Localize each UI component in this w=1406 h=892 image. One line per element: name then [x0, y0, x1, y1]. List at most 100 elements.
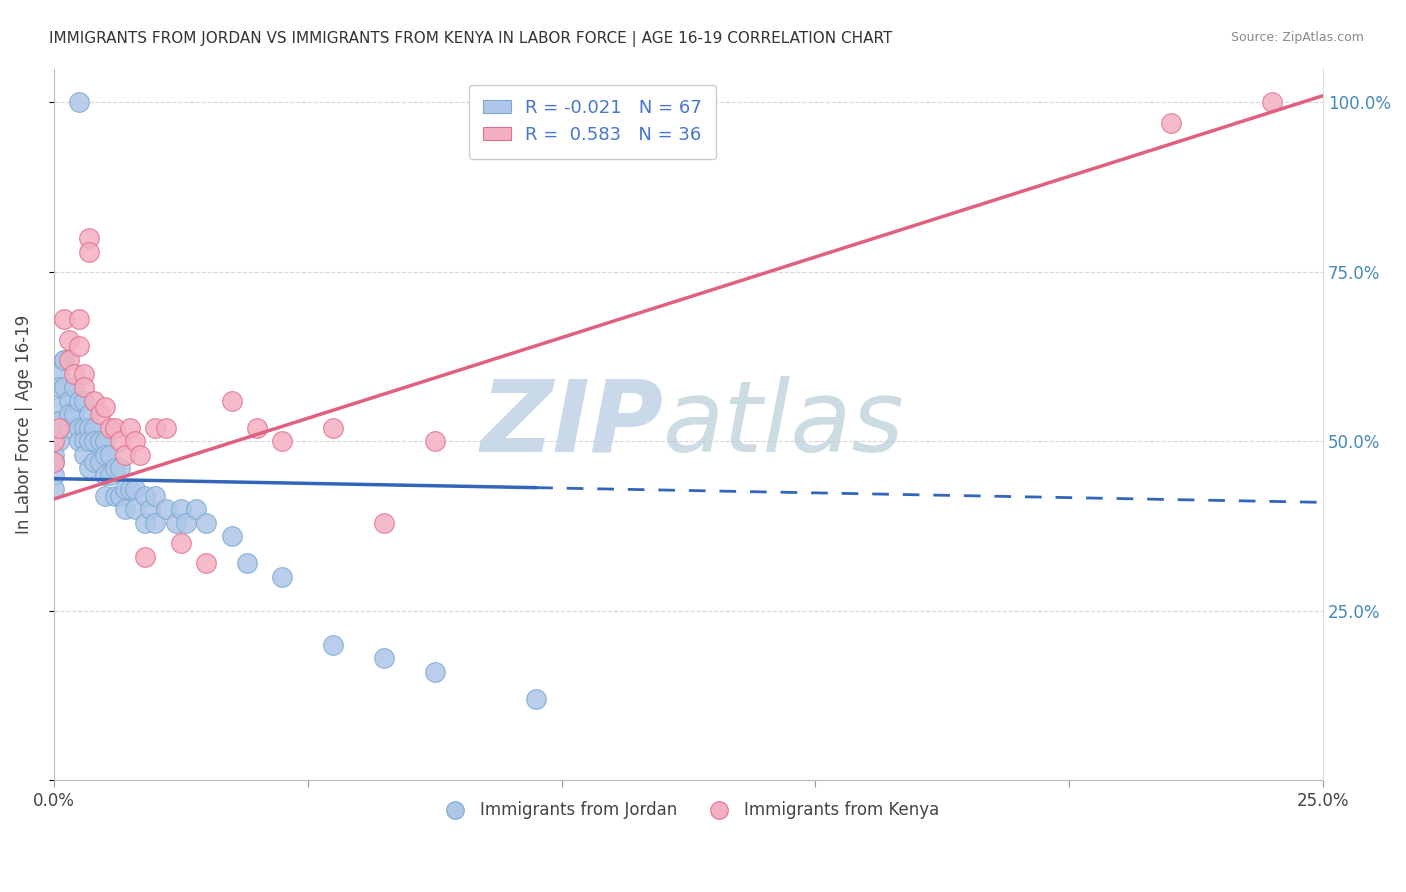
Point	[108, 434, 131, 449]
Legend: Immigrants from Jordan, Immigrants from Kenya: Immigrants from Jordan, Immigrants from …	[432, 794, 946, 825]
Point	[42, 455, 65, 469]
Point	[79, 231, 101, 245]
Text: IMMIGRANTS FROM JORDAN VS IMMIGRANTS FROM KENYA IN LABOR FORCE | AGE 16-19 CORRE: IMMIGRANTS FROM JORDAN VS IMMIGRANTS FRO…	[49, 31, 893, 47]
Point	[124, 434, 146, 449]
Point	[42, 455, 65, 469]
Point	[73, 448, 96, 462]
Point	[118, 482, 141, 496]
Point	[67, 339, 90, 353]
Point	[67, 421, 90, 435]
Point	[48, 401, 70, 415]
Point	[93, 489, 115, 503]
Point	[104, 421, 127, 435]
Point	[373, 651, 395, 665]
Point	[145, 516, 167, 530]
Point	[73, 380, 96, 394]
Point	[79, 421, 101, 435]
Point	[236, 557, 259, 571]
Point	[93, 434, 115, 449]
Point	[83, 455, 105, 469]
Point	[63, 380, 86, 394]
Point	[1261, 95, 1284, 110]
Point	[79, 407, 101, 421]
Point	[1160, 116, 1182, 130]
Point	[145, 421, 167, 435]
Point	[53, 312, 76, 326]
Point	[271, 434, 294, 449]
Point	[89, 455, 111, 469]
Point	[114, 482, 136, 496]
Point	[67, 312, 90, 326]
Point	[48, 421, 70, 435]
Point	[104, 461, 127, 475]
Point	[58, 353, 80, 368]
Point	[42, 448, 65, 462]
Point	[322, 421, 344, 435]
Point	[221, 529, 243, 543]
Point	[139, 502, 162, 516]
Point	[108, 461, 131, 475]
Text: atlas: atlas	[664, 376, 904, 473]
Point	[73, 421, 96, 435]
Point	[373, 516, 395, 530]
Point	[63, 367, 86, 381]
Point	[221, 393, 243, 408]
Point	[79, 244, 101, 259]
Point	[195, 557, 218, 571]
Point	[53, 380, 76, 394]
Point	[93, 401, 115, 415]
Point	[124, 482, 146, 496]
Point	[170, 536, 193, 550]
Point	[114, 502, 136, 516]
Point	[124, 502, 146, 516]
Point	[79, 434, 101, 449]
Point	[48, 434, 70, 449]
Point	[89, 434, 111, 449]
Point	[67, 393, 90, 408]
Y-axis label: In Labor Force | Age 16-19: In Labor Force | Age 16-19	[15, 315, 32, 534]
Point	[53, 353, 76, 368]
Point	[155, 421, 177, 435]
Point	[134, 549, 156, 564]
Point	[184, 502, 207, 516]
Point	[53, 353, 76, 368]
Point	[195, 516, 218, 530]
Point	[48, 380, 70, 394]
Point	[170, 502, 193, 516]
Point	[48, 414, 70, 428]
Point	[73, 393, 96, 408]
Point	[246, 421, 269, 435]
Point	[58, 393, 80, 408]
Point	[83, 421, 105, 435]
Point	[67, 434, 90, 449]
Point	[114, 448, 136, 462]
Point	[271, 570, 294, 584]
Point	[423, 434, 446, 449]
Point	[98, 421, 121, 435]
Point	[63, 407, 86, 421]
Point	[118, 421, 141, 435]
Point	[73, 367, 96, 381]
Text: ZIP: ZIP	[479, 376, 664, 473]
Point	[155, 502, 177, 516]
Point	[134, 516, 156, 530]
Point	[48, 367, 70, 381]
Point	[93, 448, 115, 462]
Text: Source: ZipAtlas.com: Source: ZipAtlas.com	[1230, 31, 1364, 45]
Point	[134, 489, 156, 503]
Point	[67, 95, 90, 110]
Point	[98, 448, 121, 462]
Point	[174, 516, 197, 530]
Point	[83, 434, 105, 449]
Point	[89, 407, 111, 421]
Point	[42, 468, 65, 483]
Point	[93, 468, 115, 483]
Point	[423, 665, 446, 679]
Point	[165, 516, 187, 530]
Point	[322, 638, 344, 652]
Point	[98, 468, 121, 483]
Point	[145, 489, 167, 503]
Point	[83, 393, 105, 408]
Point	[42, 482, 65, 496]
Point	[108, 489, 131, 503]
